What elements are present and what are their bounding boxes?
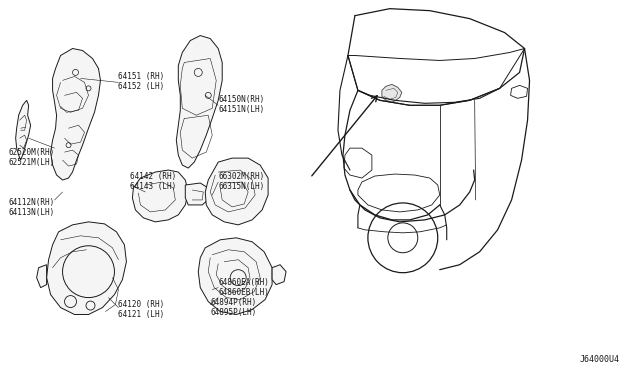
Polygon shape	[36, 265, 47, 288]
Text: 64143 (LH): 64143 (LH)	[131, 182, 177, 191]
Polygon shape	[15, 100, 31, 160]
Text: 64150N(RH): 64150N(RH)	[218, 95, 264, 104]
Text: 66315N(LH): 66315N(LH)	[218, 182, 264, 191]
Polygon shape	[272, 265, 286, 285]
Text: 62520M(RH): 62520M(RH)	[9, 148, 55, 157]
Polygon shape	[382, 84, 402, 102]
Polygon shape	[198, 238, 272, 314]
Text: 62521M(LH): 62521M(LH)	[9, 158, 55, 167]
Text: 64120 (RH): 64120 (RH)	[118, 299, 164, 309]
Polygon shape	[132, 170, 188, 222]
Text: 64152 (LH): 64152 (LH)	[118, 82, 164, 92]
Text: 64113N(LH): 64113N(LH)	[9, 208, 55, 217]
Text: 64121 (LH): 64121 (LH)	[118, 310, 164, 318]
Text: 64112N(RH): 64112N(RH)	[9, 198, 55, 207]
Text: 64894P(RH): 64894P(RH)	[210, 298, 257, 307]
Text: 64151N(LH): 64151N(LH)	[218, 105, 264, 114]
Polygon shape	[47, 222, 127, 314]
Text: 64860EB(LH): 64860EB(LH)	[218, 288, 269, 296]
Polygon shape	[176, 36, 222, 168]
Text: 64151 (RH): 64151 (RH)	[118, 73, 164, 81]
Polygon shape	[205, 158, 268, 225]
Text: 66302M(RH): 66302M(RH)	[218, 172, 264, 181]
Text: 64142 (RH): 64142 (RH)	[131, 172, 177, 181]
Text: 64895P(LH): 64895P(LH)	[210, 308, 257, 317]
Text: J64000U4: J64000U4	[579, 355, 620, 364]
Polygon shape	[51, 48, 100, 180]
Text: 64860EA(RH): 64860EA(RH)	[218, 278, 269, 287]
Polygon shape	[186, 183, 210, 205]
